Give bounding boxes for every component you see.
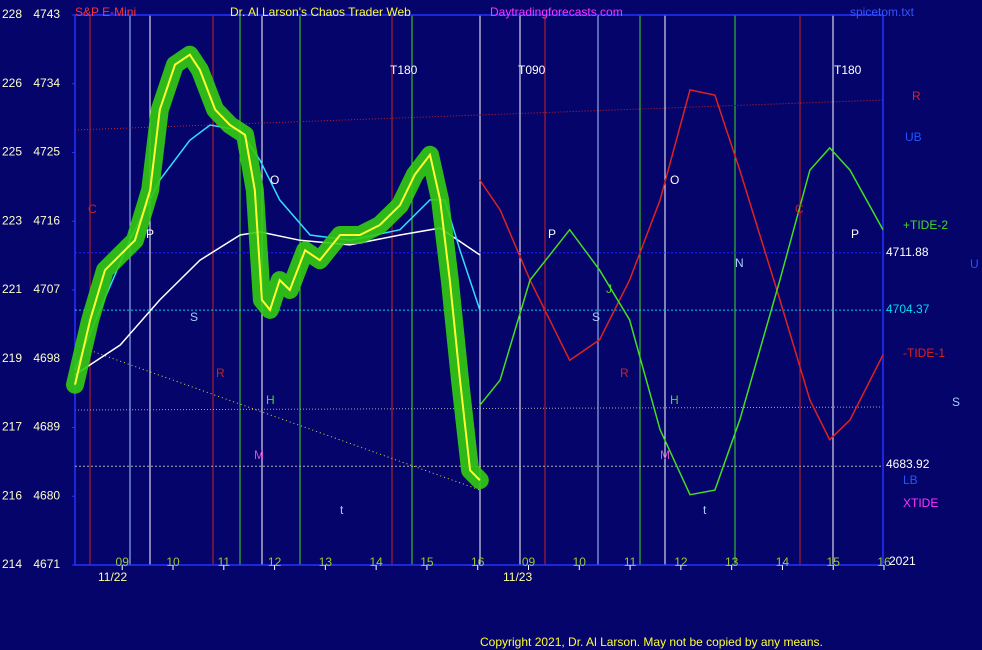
x-tick-label: 12 [674, 555, 688, 569]
right-label: R [912, 89, 921, 103]
annotation: R [620, 366, 629, 380]
x-tick-label: 13 [319, 555, 333, 569]
y-tick-label: 214 4671 [2, 557, 60, 571]
right-label: 4704.37 [886, 302, 930, 316]
series-line [74, 53, 481, 481]
right-label: -TIDE-1 [903, 346, 945, 360]
x-tick-label: 14 [776, 555, 790, 569]
x-tick-label: 16 [877, 555, 891, 569]
y-tick-label: 228 4743 [2, 7, 60, 21]
right-label: +TIDE-2 [903, 218, 948, 232]
x-tick-label: 16 [471, 555, 485, 569]
right-label: 4683.92 [886, 457, 930, 471]
annotation: H [670, 393, 679, 407]
annotation: C [88, 202, 97, 216]
annotation: N [735, 256, 744, 270]
x-tick-label: 09 [116, 555, 130, 569]
x-tick-label: 11 [624, 555, 637, 569]
annotation: S [592, 310, 600, 324]
chart-title: Dr. Al Larson's Chaos Trader Web [230, 5, 411, 19]
annotation: R [216, 366, 225, 380]
annotation: P [548, 227, 556, 241]
right-label: S [952, 395, 960, 409]
annotation: S [190, 310, 198, 324]
y-tick-label: 217 4689 [2, 420, 60, 434]
annotation: T180 [390, 63, 418, 77]
x-tick-label: 10 [573, 555, 587, 569]
annotation: P [146, 227, 154, 241]
annotation: O [270, 173, 279, 187]
site: Daytradingforecasts.com [490, 5, 623, 19]
x-tick-label: 15 [827, 555, 841, 569]
annotation: P [851, 227, 859, 241]
right-label: XTIDE [903, 496, 938, 510]
y-tick-label: 216 4680 [2, 488, 60, 502]
x-tick-label: 13 [725, 555, 739, 569]
series-line [479, 89, 884, 441]
annotation: M [254, 448, 264, 462]
x-tick-label: 12 [268, 555, 282, 569]
right-label: LB [903, 473, 918, 487]
x-tick-label: 15 [420, 555, 434, 569]
annotation: H [266, 393, 275, 407]
x-tick-label: 09 [522, 555, 536, 569]
annotation: M [660, 448, 670, 462]
date-label: 11/23 [503, 570, 532, 584]
right-label: 2021 [889, 554, 916, 568]
y-tick-label: 225 4725 [2, 145, 60, 159]
date-label: 11/22 [98, 570, 127, 584]
x-tick-label: 11 [218, 555, 231, 569]
file-name: spicetom.txt [850, 5, 915, 19]
y-tick-label: 219 4698 [2, 351, 60, 365]
annotation: O [670, 173, 679, 187]
annotation: t [340, 503, 344, 517]
y-tick-label: 223 4716 [2, 213, 60, 227]
annotation: t [703, 503, 707, 517]
time-lines [74, 15, 884, 565]
instrument: S&P E-Mini [75, 5, 136, 19]
annotation: T180 [834, 63, 862, 77]
right-label: U [970, 257, 979, 271]
series-line [479, 146, 884, 496]
x-tick-label: 10 [166, 555, 180, 569]
right-label: UB [905, 130, 922, 144]
y-tick-label: 221 4707 [2, 282, 60, 296]
right-label: 4711.88 [886, 245, 929, 259]
y-tick-label: 226 4734 [2, 76, 60, 90]
x-tick-label: 14 [369, 555, 383, 569]
annotation: C [795, 202, 804, 216]
copyright: Copyright 2021, Dr. Al Larson. May not b… [480, 635, 823, 649]
annotation: T090 [518, 63, 546, 77]
annotation: J [606, 282, 612, 296]
